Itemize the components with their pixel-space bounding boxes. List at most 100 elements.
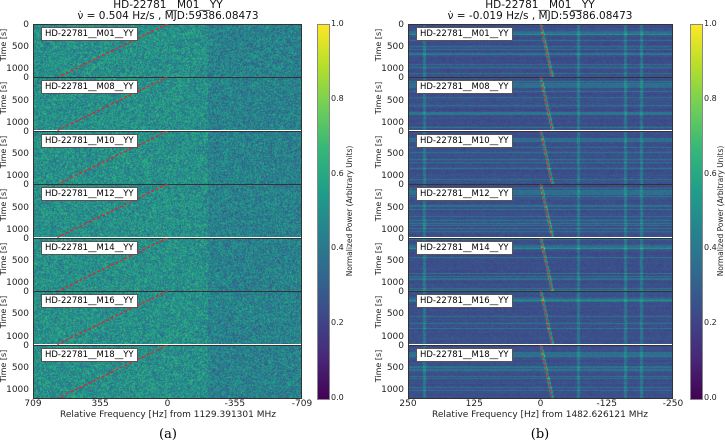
y-tick-label: 0 (398, 233, 404, 244)
x-tick-label: -355 (224, 399, 246, 409)
drift-line (57, 77, 168, 131)
colorbar-label: Normalized Power (Arbitrary Units) (716, 145, 725, 277)
subplot-label: HD-22781__M12__YY (41, 187, 138, 202)
drift-line (539, 344, 553, 398)
drift-line-segment (539, 24, 553, 78)
y-tick-label: 1000 (6, 171, 29, 182)
drift-line (539, 130, 553, 185)
subplot-label: HD-22781__M10__YY (41, 133, 138, 148)
subplot-label: HD-22781__M08__YY (416, 80, 513, 95)
drift-line-segment (57, 24, 168, 78)
drift-line-segment (57, 237, 168, 292)
y-tick-label: 1000 (381, 117, 404, 128)
drift-line (539, 24, 553, 78)
y-tick-label: 500 (386, 202, 404, 213)
colorbar-tick-label: 0.4 (331, 243, 344, 253)
y-tick-label: 500 (11, 42, 29, 53)
y-tick-label: 0 (398, 20, 404, 30)
y-tick-label: 500 (386, 95, 404, 106)
drift-line (57, 344, 168, 398)
colorbar-tick-label: 1.0 (331, 19, 344, 28)
subplot-label: HD-22781__M18__YY (416, 347, 513, 362)
y-tick-label: 1000 (381, 385, 404, 396)
y-axis-label: Time [s] (374, 349, 383, 382)
x-axis-label: Relative Frequency [Hz] from 1482.626121… (432, 410, 648, 420)
subplot-label: HD-22781__M10__YY (416, 133, 513, 148)
subplot-label: HD-22781__M18__YY (41, 347, 138, 362)
y-tick-label: 0 (23, 340, 29, 351)
y-tick-label: 500 (386, 149, 404, 160)
y-tick-label: 1000 (6, 331, 29, 342)
y-tick-label: 0 (23, 126, 29, 137)
y-axis-label: Time [s] (374, 242, 383, 275)
drift-line (539, 237, 553, 292)
y-tick-label: 1000 (381, 278, 404, 289)
colorbar-tick-label: 1.0 (704, 19, 717, 28)
y-tick-label: 1000 (381, 224, 404, 235)
colorbar-tick-label: 0.8 (331, 93, 344, 103)
y-axis-label: Time [s] (0, 82, 8, 115)
x-tick-label: 250 (399, 399, 417, 409)
y-tick-label: 500 (11, 362, 29, 373)
drift-line (539, 184, 553, 238)
colorbar-tick-label: 0.8 (704, 93, 717, 103)
y-tick-label: 0 (23, 287, 29, 298)
subplot-label: HD-22781__M16__YY (416, 294, 513, 309)
colorbar (690, 24, 703, 400)
drift-line-segment (539, 237, 553, 292)
y-tick-label: 500 (11, 255, 29, 266)
y-axis-label: Time [s] (0, 349, 8, 382)
y-tick-label: 500 (11, 309, 29, 320)
colorbar-tick-label: 0.6 (704, 168, 717, 178)
y-tick-label: 0 (23, 20, 29, 30)
subplot-label: HD-22781__M01__YY (41, 27, 138, 41)
subplot-label: HD-22781__M08__YY (41, 80, 138, 95)
y-tick-label: 1000 (6, 385, 29, 396)
drift-line-segment (539, 344, 553, 398)
y-tick-label: 0 (398, 180, 404, 191)
drift-line-segment (539, 184, 553, 238)
y-axis-label: Time [s] (0, 242, 8, 275)
y-tick-label: 500 (11, 202, 29, 213)
y-axis-label: Time [s] (374, 82, 383, 115)
chart-title: HD-22781__M01__YY (485, 0, 595, 11)
drift-line-segment (57, 344, 168, 398)
chart-title: HD-22781__M01__YY (113, 0, 223, 11)
drift-line (57, 237, 168, 292)
subplot-label: HD-22781__M01__YY (416, 27, 513, 41)
y-tick-label: 500 (11, 95, 29, 106)
colorbar-tick-label: 0.0 (331, 393, 344, 402)
panel-caption: (b) (530, 427, 550, 442)
x-tick-label: 709 (24, 399, 42, 409)
y-axis-label: Time [s] (0, 189, 8, 222)
drift-line-segment (539, 291, 553, 345)
y-tick-label: 1000 (381, 64, 404, 75)
x-axis-label: Relative Frequency [Hz] from 1129.391301… (60, 410, 276, 420)
y-tick-label: 1000 (6, 278, 29, 289)
x-tick-label: 355 (91, 399, 109, 409)
y-axis-label: Time [s] (374, 189, 383, 222)
y-tick-label: 0 (398, 73, 404, 84)
colorbar-tick-label: 0.4 (704, 243, 717, 253)
y-axis-label: Time [s] (374, 295, 383, 329)
drift-line-segment (57, 130, 168, 185)
subplot-label: HD-22781__M14__YY (416, 240, 513, 255)
colorbar-label: Normalized Power (Arbitrary Units) (345, 145, 354, 277)
colorbar-tick-label: 0.2 (331, 318, 344, 328)
drift-line-segment (539, 77, 553, 131)
y-tick-label: 500 (386, 362, 404, 373)
colorbar-tick-label: 0.2 (704, 318, 717, 328)
drift-line-segment (57, 184, 168, 238)
y-tick-label: 500 (386, 42, 404, 53)
y-axis-label: Time [s] (0, 28, 8, 62)
drift-line-segment (539, 130, 553, 185)
subplot-label: HD-22781__M12__YY (416, 187, 513, 202)
y-tick-label: 0 (398, 340, 404, 351)
drift-line (57, 291, 168, 345)
y-tick-label: 500 (11, 149, 29, 160)
y-tick-label: 1000 (381, 171, 404, 182)
y-tick-label: 0 (23, 233, 29, 244)
chart-subtitle: ν̇ = -0.019 Hz/s , MJD:59386.08473 (447, 10, 633, 22)
colorbar-tick-label: 0.6 (331, 168, 344, 178)
